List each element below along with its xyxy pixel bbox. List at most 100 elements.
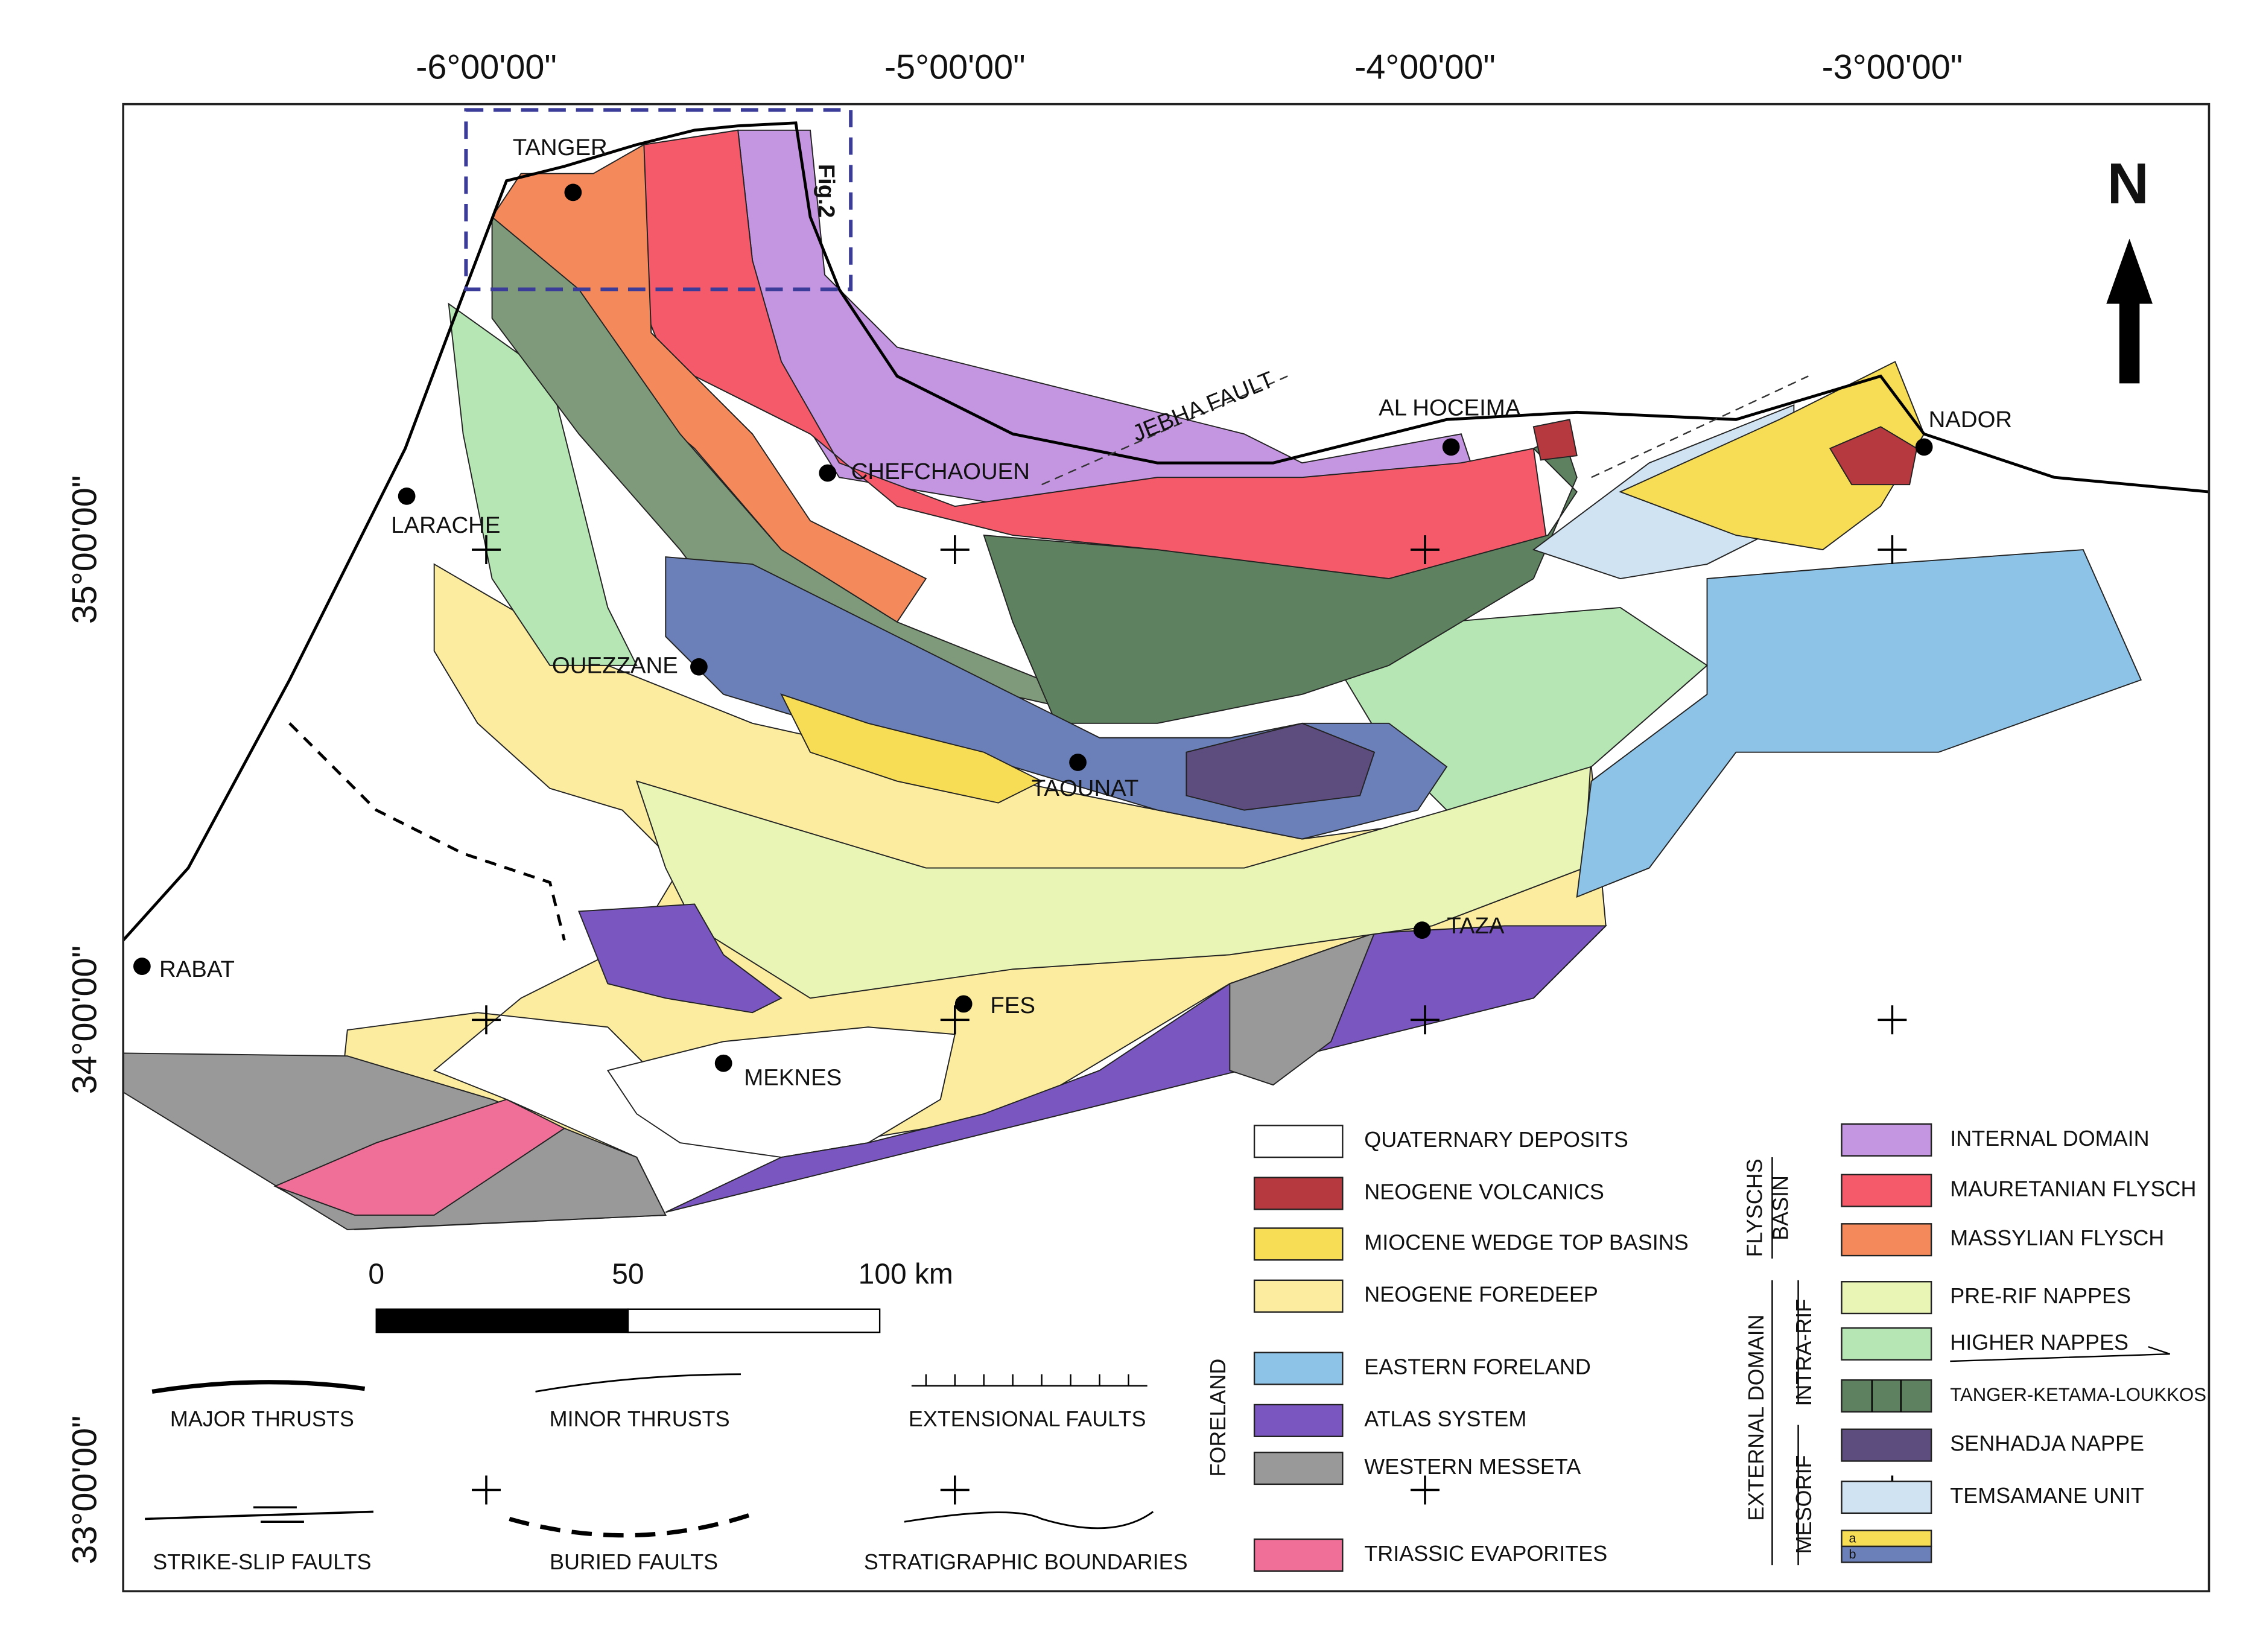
grid-cross xyxy=(1411,535,1440,565)
legend-label: NEOGENE FOREDEEP xyxy=(1364,1282,1598,1307)
city-dot xyxy=(564,183,582,202)
grid-cross xyxy=(472,1005,501,1035)
minor-thrust-symbol xyxy=(535,1373,741,1393)
city-label: TAZA xyxy=(1447,913,1505,939)
grid-cross xyxy=(1411,1475,1440,1505)
grid-cross xyxy=(1878,535,1907,565)
legend-swatch xyxy=(1841,1174,1932,1207)
map-frame xyxy=(122,103,2211,1593)
city-label: MEKNES xyxy=(744,1065,842,1091)
geology xyxy=(122,129,2142,1230)
city-label: FES xyxy=(990,993,1035,1018)
legend-swatch xyxy=(1253,1279,1344,1313)
north-label: N xyxy=(2107,151,2149,216)
legend-swatch xyxy=(1253,1227,1344,1261)
grid-cross xyxy=(1411,1005,1440,1035)
latitude-label: 34°00'00" xyxy=(65,945,104,1094)
eastern-foreland xyxy=(1576,549,2142,898)
city-dot xyxy=(398,487,416,505)
legend-group-label: FLYSCHS xyxy=(1742,1158,1767,1257)
city-dot xyxy=(133,958,151,975)
legend-swatch xyxy=(1841,1223,1932,1257)
legend-swatch xyxy=(1841,1281,1932,1315)
legend-swatch xyxy=(1841,1327,1932,1361)
legend-arrow xyxy=(1950,1345,2171,1362)
grid-cross xyxy=(940,1005,970,1035)
city-dot xyxy=(1069,754,1087,771)
tanger-ketama-loukkos xyxy=(983,433,1578,724)
extensional-fault-symbol xyxy=(911,1374,1148,1387)
legend-swatch xyxy=(1841,1123,1932,1157)
legend-brackets xyxy=(1771,1157,1799,1566)
senhadja-nappe xyxy=(1186,722,1376,811)
longitude-label: -4°00'00" xyxy=(1354,48,1496,86)
line-legend-label: MAJOR THRUSTS xyxy=(170,1406,354,1431)
legend-swatch xyxy=(1841,1545,1932,1563)
north-arrow xyxy=(2106,238,2153,384)
legend-swatch xyxy=(1253,1125,1344,1158)
legend-swatch xyxy=(1253,1451,1344,1485)
legend-label: TEMSAMANE UNIT xyxy=(1950,1483,2144,1508)
mauretanian-flysch xyxy=(636,129,1549,579)
city-dot xyxy=(1915,438,1933,456)
legend-label: PRE-RIF NAPPES xyxy=(1950,1283,2131,1308)
buried-fault-symbol xyxy=(509,1510,761,1538)
stratigraphic-boundary-symbol xyxy=(904,1511,1154,1530)
legend-swatch xyxy=(1841,1480,1932,1514)
legend-swatch xyxy=(1253,1352,1344,1385)
grid-cross xyxy=(940,1475,970,1505)
scale-label: 0 xyxy=(368,1258,384,1290)
latitude-label: 33°00'00" xyxy=(65,1415,104,1564)
scale-bar-black xyxy=(375,1308,629,1333)
legend-group-label: EXTERNAL DOMAIN xyxy=(1744,1314,1768,1520)
higher-nappes xyxy=(448,302,638,666)
scale-bar-white xyxy=(627,1308,881,1333)
grid-cross xyxy=(1878,1005,1907,1035)
legend-swatch xyxy=(1841,1428,1932,1462)
swatch-letter: a xyxy=(1849,1531,1856,1546)
legend-label: MIOCENE WEDGE TOP BASINS xyxy=(1364,1230,1688,1254)
legend-label: INTERNAL DOMAIN xyxy=(1950,1126,2149,1151)
line-legend-symbols xyxy=(145,1157,1799,1566)
line-legend-label: MINOR THRUSTS xyxy=(550,1406,730,1431)
legend-swatch xyxy=(1841,1379,1932,1413)
coastline xyxy=(122,121,2209,942)
city-label: LARACHE xyxy=(391,512,500,538)
city-label: AL HOCEIMA xyxy=(1379,395,1521,421)
longitude-label: -5°00'00" xyxy=(884,48,1026,86)
grid-cross xyxy=(472,1475,501,1505)
city-dot xyxy=(954,995,973,1013)
longitude-label: -6°00'00" xyxy=(416,48,557,86)
quaternary-deposits xyxy=(606,1026,956,1158)
legend-label: HIGHER NAPPES xyxy=(1950,1330,2128,1355)
city-dot xyxy=(1413,921,1431,939)
line-legend-label: STRATIGRAPHIC BOUNDARIES xyxy=(864,1549,1188,1574)
city-label: TANGER xyxy=(513,135,608,160)
swatch-divider xyxy=(1871,1380,1902,1412)
city-label: OUEZZANE xyxy=(552,652,678,678)
jebha-fault-line xyxy=(1041,375,1288,486)
figure-box xyxy=(464,108,853,291)
fault-line xyxy=(1591,375,1809,478)
city-dot xyxy=(690,658,708,676)
latitude-label: 35°00'00" xyxy=(65,475,104,624)
western-messeta xyxy=(1229,932,1376,1086)
neogene-volcanics xyxy=(1829,426,1918,486)
legend-label: NEOGENE VOLCANICS xyxy=(1364,1179,1604,1204)
grid-cross xyxy=(472,535,501,565)
major-thrust-symbol xyxy=(151,1380,366,1394)
neogene-volcanics xyxy=(1532,419,1578,461)
city-label: NADOR xyxy=(1929,407,2013,433)
legend-label: ATLAS SYSTEM xyxy=(1364,1406,1526,1431)
strike-slip-symbol xyxy=(145,1506,374,1523)
line-legend-label: EXTENSIONAL FAULTS xyxy=(909,1406,1146,1431)
legend-label: TRIASSIC EVAPORITES xyxy=(1364,1541,1607,1566)
triassic-evaporites xyxy=(273,1099,566,1216)
legend-label: MAURETANIAN FLYSCH xyxy=(1950,1177,2196,1201)
tertiary-siliciclastics xyxy=(780,693,1043,804)
legend-swatch xyxy=(1253,1538,1344,1572)
city-label: TAOUNAT xyxy=(1032,775,1139,801)
atlas-system xyxy=(578,903,782,1014)
